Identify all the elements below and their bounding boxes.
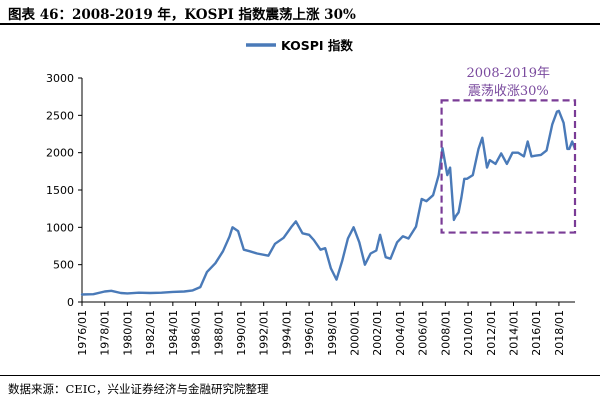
y-tick-label: 0	[67, 296, 74, 309]
annotation-label-line1: 2008-2019年	[467, 66, 551, 81]
y-tick-label: 500	[53, 259, 74, 272]
y-tick-label: 2500	[46, 109, 74, 122]
y-tick-label: 1000	[46, 221, 74, 234]
series-layer	[80, 109, 577, 296]
x-tick-label: 1986/01	[190, 310, 203, 356]
x-tick-label: 1982/01	[144, 310, 157, 356]
x-tick-label: 2008/01	[439, 310, 452, 356]
x-tick-label: 1984/01	[167, 310, 180, 356]
x-tick-label: 2014/01	[507, 310, 520, 356]
x-tick-label: 2004/01	[394, 310, 407, 356]
source-note: 数据来源：CEIC，兴业证券经济与金融研究院整理	[8, 382, 269, 396]
y-tick-label: 3000	[46, 72, 74, 85]
x-tick-label: 1996/01	[303, 310, 316, 356]
x-tick-label: 2018/01	[553, 310, 566, 356]
x-tick-label: 1976/01	[76, 310, 89, 356]
annotation-dashed-box	[440, 99, 577, 234]
x-tick-label: 2016/01	[530, 310, 543, 356]
x-tick-label: 2006/01	[417, 310, 430, 356]
x-tick-label: 2002/01	[371, 310, 384, 356]
y-tick-label: 2000	[46, 147, 74, 160]
y-tick-label: 1500	[46, 184, 74, 197]
x-tick-label: 2010/01	[462, 310, 475, 356]
x-tick-label: 1992/01	[258, 310, 271, 356]
x-tick-label: 1988/01	[212, 310, 225, 356]
source-divider	[0, 375, 600, 376]
legend: KOSPI 指数	[246, 38, 353, 53]
series-line-kospi	[80, 109, 577, 296]
legend-label: KOSPI 指数	[281, 38, 353, 53]
x-tick-label: 1990/01	[235, 310, 248, 356]
chart-axes: 0 500 1000 1500 2000 2500 3000 1976/01 1978/01 19…	[46, 72, 575, 356]
x-tick-label: 2012/01	[485, 310, 498, 356]
title-divider	[0, 23, 600, 25]
figure-title: 图表 46：2008-2019 年，KOSPI 指数震荡上涨 30%	[8, 7, 356, 23]
x-tick-label: 1994/01	[280, 310, 293, 356]
x-tick-label: 1978/01	[99, 310, 112, 356]
x-tick-label: 1998/01	[326, 310, 339, 356]
x-tick-label: 2000/01	[349, 310, 362, 356]
x-tick-label: 1980/01	[121, 310, 134, 356]
annotation-label-line2: 震荡收涨30%	[468, 84, 549, 99]
